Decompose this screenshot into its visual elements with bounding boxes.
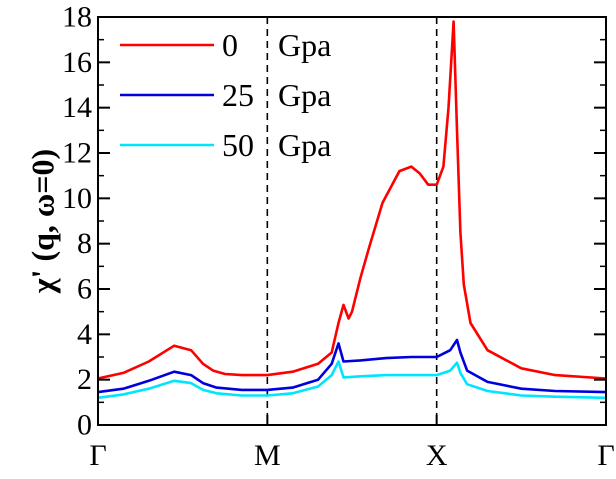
legend-label-value: 0 — [222, 27, 238, 63]
legend-label-unit: Gpa — [278, 27, 331, 63]
legend-label-value: 25 — [222, 77, 254, 113]
legend-label-unit: Gpa — [278, 77, 331, 113]
series-line-25-gpa — [98, 338, 606, 394]
legend: 0 Gpa 25 Gpa 50 Gpa — [120, 27, 331, 163]
y-tick-label: 18 — [62, 1, 92, 34]
x-tick-label: Γ — [597, 439, 614, 472]
series-line-50-gpa — [98, 360, 606, 400]
y-axis-label: χ' (q, ω=0) — [24, 149, 60, 294]
x-tick-label: M — [254, 439, 281, 472]
y-tick-label: 12 — [62, 137, 92, 170]
legend-label-value: 50 — [222, 127, 254, 163]
y-tick-label: 2 — [77, 363, 92, 396]
x-tick-label: Γ — [89, 439, 106, 472]
y-tick-label: 0 — [77, 409, 92, 442]
legend-label-unit: Gpa — [278, 127, 331, 163]
series-line-0-gpa — [98, 20, 606, 380]
y-tick-label: 16 — [62, 46, 92, 79]
x-tick-label: X — [426, 439, 448, 472]
y-axis: 0 2 4 6 8 10 12 14 16 18 — [62, 1, 606, 442]
y-tick-label: 6 — [77, 273, 92, 306]
y-tick-label: 10 — [62, 182, 92, 215]
y-tick-label: 14 — [62, 91, 92, 124]
series-layer — [98, 20, 606, 400]
y-tick-label: 8 — [77, 227, 92, 260]
y-tick-label: 4 — [77, 318, 92, 351]
